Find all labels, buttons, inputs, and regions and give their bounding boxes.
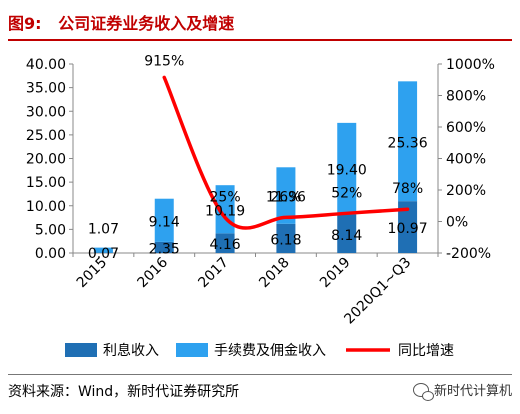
figure-title: 图9: 公司证券业务收入及增速	[8, 14, 235, 33]
data-label-interest: 10.97	[388, 221, 428, 237]
y2-tick-label: -200%	[446, 246, 491, 262]
bar-interest	[337, 214, 357, 253]
data-label-growth: 25%	[210, 190, 241, 206]
data-label-interest: 2.35	[149, 241, 180, 257]
wechat-icon	[412, 382, 434, 401]
data-label-commission: 19.40	[327, 163, 367, 179]
x-tick-label: 2019	[317, 255, 354, 292]
y-tick-label: 25.00	[26, 128, 66, 144]
x-tick-label: 2016	[135, 254, 172, 291]
legend-label-interest: 利息收入	[103, 342, 159, 359]
data-label-interest: 8.14	[331, 228, 362, 244]
y-tick-label: 15.00	[26, 175, 66, 191]
data-label-interest: 4.16	[209, 237, 240, 253]
bar-interest	[276, 223, 296, 253]
y-tick-label: 5.00	[35, 222, 66, 238]
y-tick-label: 20.00	[26, 152, 66, 168]
data-label-commission: 10.19	[205, 203, 245, 219]
y-tick-label: 30.00	[26, 104, 66, 120]
legend-label-commission: 手续费及佣金收入	[214, 342, 326, 359]
y2-tick-label: 0%	[446, 215, 468, 231]
legend-label-growth: 同比增速	[398, 343, 454, 359]
source-note: 资料来源：Wind，新时代证券研究所	[8, 384, 240, 400]
data-label-commission: 11.96	[266, 190, 306, 206]
revenue-chart: 0.00 5.00 10.00 15.00 20.00 25.00 30.00 35.00 40…	[26, 53, 495, 359]
bar-commission	[154, 198, 174, 242]
footer-divider	[8, 374, 512, 375]
data-label-growth: 915%	[144, 53, 184, 69]
data-label-growth: 52%	[331, 185, 362, 201]
bar-interest	[215, 233, 235, 253]
watermark: 新时代计算机	[412, 380, 512, 401]
bar-commission	[337, 122, 357, 215]
data-label-interest: 6.18	[270, 232, 301, 248]
bar-commission	[276, 167, 296, 224]
bar-commission	[93, 247, 113, 253]
y2-tick-label: 1000%	[446, 57, 495, 73]
y2-tick-label: 200%	[446, 183, 486, 199]
data-label-growth: 26%	[270, 189, 301, 205]
watermark-label: 新时代计算机	[433, 384, 512, 399]
x-tick-label: 2018	[256, 255, 293, 292]
y-tick-label: 0.00	[35, 246, 66, 262]
bar-interest	[398, 201, 418, 253]
bar-interest	[154, 241, 174, 253]
data-label-interest: 0.07	[88, 246, 119, 262]
growth-line	[162, 75, 410, 230]
data-label-growth: 78%	[392, 181, 423, 197]
figure-header: 图9: 公司证券业务收入及增速	[8, 3, 512, 41]
y2-tick-label: 800%	[446, 89, 486, 105]
data-label-commission: 1.07	[88, 222, 119, 238]
data-label-commission: 25.36	[388, 135, 428, 151]
x-tick-label: 2017	[195, 255, 232, 292]
y-tick-label: 35.00	[26, 81, 66, 97]
data-label-commission: 9.14	[149, 214, 180, 230]
legend-swatch-interest	[65, 343, 97, 357]
y-tick-label: 40.00	[26, 57, 66, 73]
legend-swatch-commission	[176, 343, 208, 357]
y-tick-label: 10.00	[26, 199, 66, 215]
title-divider	[8, 39, 512, 41]
y2-tick-label: 400%	[446, 152, 486, 168]
y2-tick-label: 600%	[446, 120, 486, 136]
bar-commission	[398, 81, 418, 202]
